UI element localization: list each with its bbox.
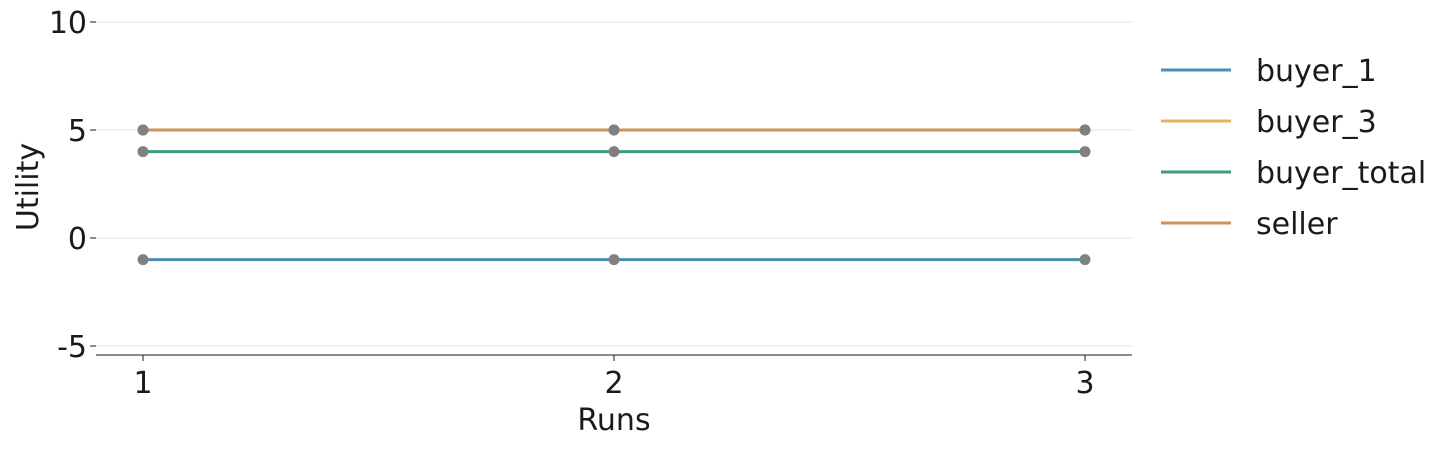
data-point-buyer-total xyxy=(1079,146,1091,158)
y-tick-label: 10 xyxy=(49,6,87,41)
y-axis-label: Utility xyxy=(11,143,46,231)
legend-label: buyer_3 xyxy=(1256,105,1377,140)
x-tick-label: 2 xyxy=(604,366,623,401)
data-points xyxy=(137,124,1091,266)
x-axis-label: Runs xyxy=(577,403,650,438)
data-point-buyer-total xyxy=(137,146,149,158)
data-point-seller xyxy=(608,124,620,136)
x-tick-label: 1 xyxy=(133,366,152,401)
data-point-seller xyxy=(137,124,149,136)
legend-item-buyer-total: buyer_total xyxy=(1161,156,1426,191)
data-point-seller xyxy=(1079,124,1091,136)
legend-label: buyer_1 xyxy=(1256,54,1377,89)
y-tick-label: 5 xyxy=(68,114,87,149)
y-tick-label: -5 xyxy=(57,330,87,365)
data-point-buyer-1 xyxy=(137,254,149,266)
data-point-buyer-1 xyxy=(1079,254,1091,266)
x-tick-label: 3 xyxy=(1075,366,1094,401)
axes: -5 0 5 10 1 2 3 xyxy=(49,6,1132,401)
legend-label: seller xyxy=(1256,207,1338,242)
y-tick-label: 0 xyxy=(68,222,87,257)
legend-item-seller: seller xyxy=(1161,207,1338,242)
data-point-buyer-1 xyxy=(608,254,620,266)
data-point-buyer-total xyxy=(608,146,620,158)
legend-label: buyer_total xyxy=(1256,156,1426,191)
grid-lines xyxy=(96,21,1132,347)
legend-item-buyer-3: buyer_3 xyxy=(1161,105,1377,140)
legend-item-buyer-1: buyer_1 xyxy=(1161,54,1377,89)
